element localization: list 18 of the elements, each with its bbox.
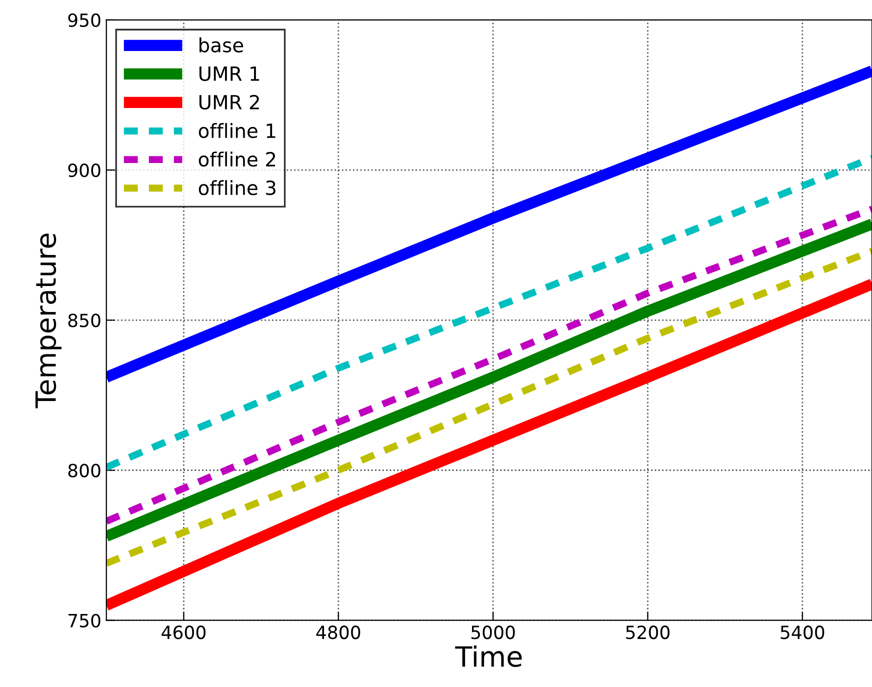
legend-label: offline 2 bbox=[198, 152, 276, 167]
x-tick-label: 5400 bbox=[780, 626, 824, 640]
legend-label: UMR 2 bbox=[199, 94, 259, 110]
y-tick-label: 800 bbox=[68, 464, 100, 478]
x-tick-label: 5000 bbox=[471, 626, 515, 640]
y-axis-title: Temperature bbox=[35, 234, 62, 408]
x-axis-title: Time bbox=[455, 645, 522, 667]
legend-label: offline 3 bbox=[198, 180, 276, 196]
y-tick-label: 750 bbox=[68, 614, 100, 628]
y-tick-label: 850 bbox=[68, 314, 100, 328]
legend-label: UMR 1 bbox=[199, 66, 260, 82]
x-tick-label: 4800 bbox=[316, 626, 360, 640]
x-tick-label: 4600 bbox=[162, 626, 206, 640]
x-tick-label: 5200 bbox=[626, 626, 670, 640]
legend-label: base bbox=[200, 37, 244, 52]
y-tick-label: 950 bbox=[68, 13, 100, 28]
y-tick-label: 900 bbox=[68, 163, 100, 178]
legend-label: offline 1 bbox=[198, 123, 276, 138]
